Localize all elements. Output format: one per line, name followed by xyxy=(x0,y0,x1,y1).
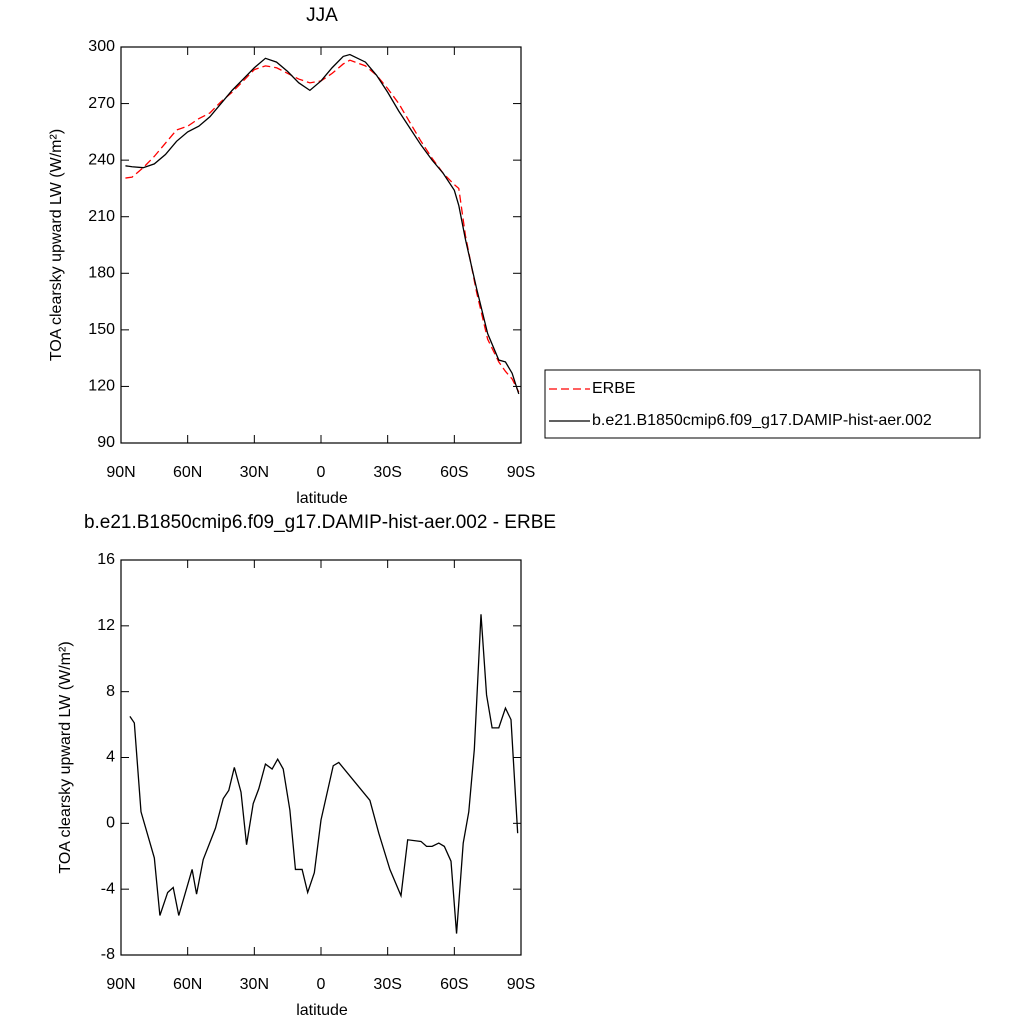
x-tick-label: 60N xyxy=(173,464,202,481)
y-tick-label: 270 xyxy=(88,95,115,112)
x-tick-label: 60S xyxy=(440,464,468,481)
x-tick-label: 90N xyxy=(106,464,135,481)
x-tick-label: 60S xyxy=(440,976,468,993)
x-tick-label: 90N xyxy=(106,976,135,993)
chart-title: b.e21.B1850cmip6.f09_g17.DAMIP-hist-aer.… xyxy=(84,512,556,533)
legend-label: b.e21.B1850cmip6.f09_g17.DAMIP-hist-aer.… xyxy=(592,412,932,429)
data-line xyxy=(125,59,520,393)
data-line xyxy=(125,53,520,395)
y-tick-label: 180 xyxy=(88,265,115,282)
x-tick-label: 30S xyxy=(373,464,401,481)
x-axis-label: latitude xyxy=(296,490,348,507)
x-axis-label: latitude xyxy=(296,1002,348,1019)
x-tick-label: 30S xyxy=(373,976,401,993)
y-tick-label: 8 xyxy=(106,683,115,700)
y-tick-label: 4 xyxy=(106,749,115,766)
y-tick-label: 120 xyxy=(88,378,115,395)
plot-frame xyxy=(120,46,522,444)
x-tick-label: 0 xyxy=(317,976,326,993)
y-axis-label: TOA clearsky upward LW (W/m²) xyxy=(57,641,74,873)
data-line xyxy=(129,614,519,934)
plot-frame xyxy=(120,559,522,956)
y-tick-label: 300 xyxy=(88,38,115,55)
y-tick-label: 90 xyxy=(97,434,115,451)
chart-title: JJA xyxy=(306,5,338,26)
y-tick-label: 240 xyxy=(88,151,115,168)
y-axis-label: TOA clearsky upward LW (W/m²) xyxy=(48,129,65,361)
x-tick-label: 30N xyxy=(240,464,269,481)
y-tick-label: 0 xyxy=(106,815,115,832)
x-tick-label: 90S xyxy=(507,464,535,481)
y-tick-label: 210 xyxy=(88,208,115,225)
y-tick-label: 16 xyxy=(97,551,115,568)
x-tick-label: 90S xyxy=(507,976,535,993)
y-tick-label: 150 xyxy=(88,321,115,338)
y-tick-label: 12 xyxy=(97,617,115,634)
legend-box xyxy=(544,369,981,439)
x-tick-label: 60N xyxy=(173,976,202,993)
x-tick-label: 0 xyxy=(317,464,326,481)
x-tick-label: 30N xyxy=(240,976,269,993)
y-tick-label: -8 xyxy=(101,946,115,963)
y-tick-label: -4 xyxy=(101,880,115,897)
legend-label: ERBE xyxy=(592,380,636,397)
